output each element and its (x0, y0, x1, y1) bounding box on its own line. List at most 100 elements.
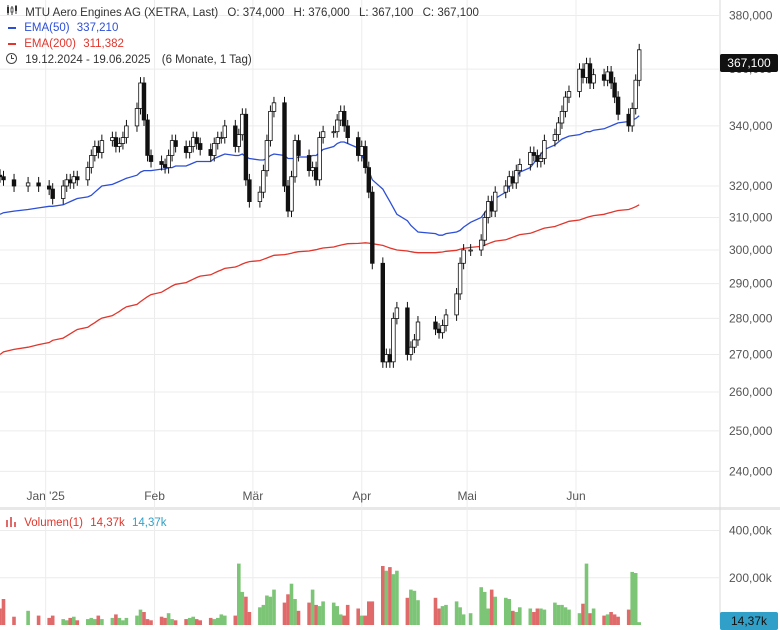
volume-bar (261, 604, 266, 625)
volume-value-red: 14,37k (90, 517, 125, 529)
candle-body (542, 140, 547, 159)
volume-bar (584, 563, 589, 625)
candle-body (236, 134, 241, 147)
candle-body (289, 176, 294, 212)
date-range: 19.12.2024 - 19.06.2025 (25, 54, 151, 66)
volume-bar (395, 570, 399, 625)
panel-divider (0, 507, 780, 510)
volume-bar (286, 594, 290, 625)
volume-bar (367, 601, 371, 625)
volume-bar (342, 615, 346, 625)
volume-bar (440, 606, 445, 625)
volume-bar (363, 615, 368, 625)
candle-body (169, 140, 175, 156)
candle-body (510, 176, 515, 184)
candle-body (338, 111, 343, 121)
candle-body (215, 137, 220, 144)
x-tick-label: Mär (243, 489, 264, 503)
volume-bar (240, 591, 245, 625)
volume-bar (72, 616, 76, 625)
volume-bar (489, 589, 494, 625)
candle-body (331, 131, 336, 134)
candle-body (317, 137, 322, 181)
candle-body (197, 143, 203, 150)
y-tick-label: 310,000 (729, 210, 773, 224)
legend-ema200[interactable]: EMA(200) 311,382 (6, 36, 124, 52)
volume-bars-icon (6, 516, 17, 527)
candle-body (117, 143, 122, 147)
volume-bar (581, 603, 585, 625)
volume-bar (47, 617, 51, 625)
volume-bar (331, 602, 336, 625)
candle-body (222, 125, 227, 139)
volume-bar (244, 596, 248, 625)
volume-bar (633, 573, 638, 625)
ema50-value: 337,210 (76, 22, 119, 34)
candle-body (556, 122, 561, 136)
candle-body (285, 185, 291, 212)
volume-label: Volumen(1) (24, 517, 84, 529)
ema200-label: EMA(200) (24, 38, 76, 50)
candle-body (110, 137, 115, 142)
volume-bar (391, 574, 396, 625)
candle-body (359, 146, 364, 156)
volume-bar (100, 619, 104, 625)
ema50-swatch-icon (8, 26, 16, 29)
volume-bars-group (0, 563, 641, 625)
volume-bar (314, 604, 318, 625)
candle-body (482, 217, 487, 241)
candle-body (387, 354, 393, 363)
ema200-swatch-icon (8, 42, 16, 45)
candle-body (68, 179, 73, 184)
candle-body (310, 167, 315, 172)
last-price-badge: 367,100 (720, 54, 778, 72)
volume-legend[interactable]: Volumen(1) 14,37k 14,37k (6, 515, 166, 531)
volume-bar (114, 614, 118, 625)
legend-ema50[interactable]: EMA(50) 337,210 (6, 20, 118, 36)
candle-body (145, 119, 150, 156)
candle-body (243, 113, 249, 181)
volume-bar (293, 599, 297, 625)
candle-body (313, 167, 319, 181)
candle-body (162, 164, 168, 168)
candle-body (531, 152, 537, 156)
volume-bar (567, 609, 571, 625)
volume-bar (117, 617, 122, 625)
volume-bar (602, 615, 606, 625)
candle-body (454, 293, 459, 316)
candle-body (461, 249, 466, 264)
candle-body (208, 149, 213, 156)
low-value: 367,100 (371, 7, 414, 19)
candle-body (257, 191, 263, 202)
volume-bar (170, 619, 174, 625)
chart-title: MTU Aero Engines AG (XETRA, Last) (25, 7, 219, 19)
volume-bar (437, 608, 441, 625)
candle-body (608, 71, 614, 84)
volume-bar (384, 570, 389, 625)
candle-body (633, 79, 638, 109)
volume-tick-label: 400,00k (729, 524, 773, 538)
close-label: C: (422, 7, 435, 19)
volume-bar (187, 617, 192, 625)
volume-bar (68, 617, 72, 625)
volume-bar (194, 619, 199, 625)
candle-body (113, 137, 119, 147)
chart-type-icon[interactable] (6, 4, 18, 21)
volume-bar (612, 614, 617, 625)
volume-bar (216, 617, 220, 625)
volume-bar (237, 563, 241, 625)
volume-bar (26, 610, 30, 625)
candle-body (71, 176, 76, 184)
candle-body (282, 102, 287, 187)
candle-body (468, 249, 473, 252)
candle-body (334, 119, 340, 133)
volume-bar (514, 612, 519, 625)
candle-body (0, 174, 3, 178)
y-tick-label: 280,000 (729, 311, 773, 325)
volume-bar (468, 613, 473, 625)
candle-body (194, 137, 199, 144)
volume-bar (282, 602, 287, 625)
candle-body (605, 71, 610, 81)
candle-body (89, 155, 94, 169)
